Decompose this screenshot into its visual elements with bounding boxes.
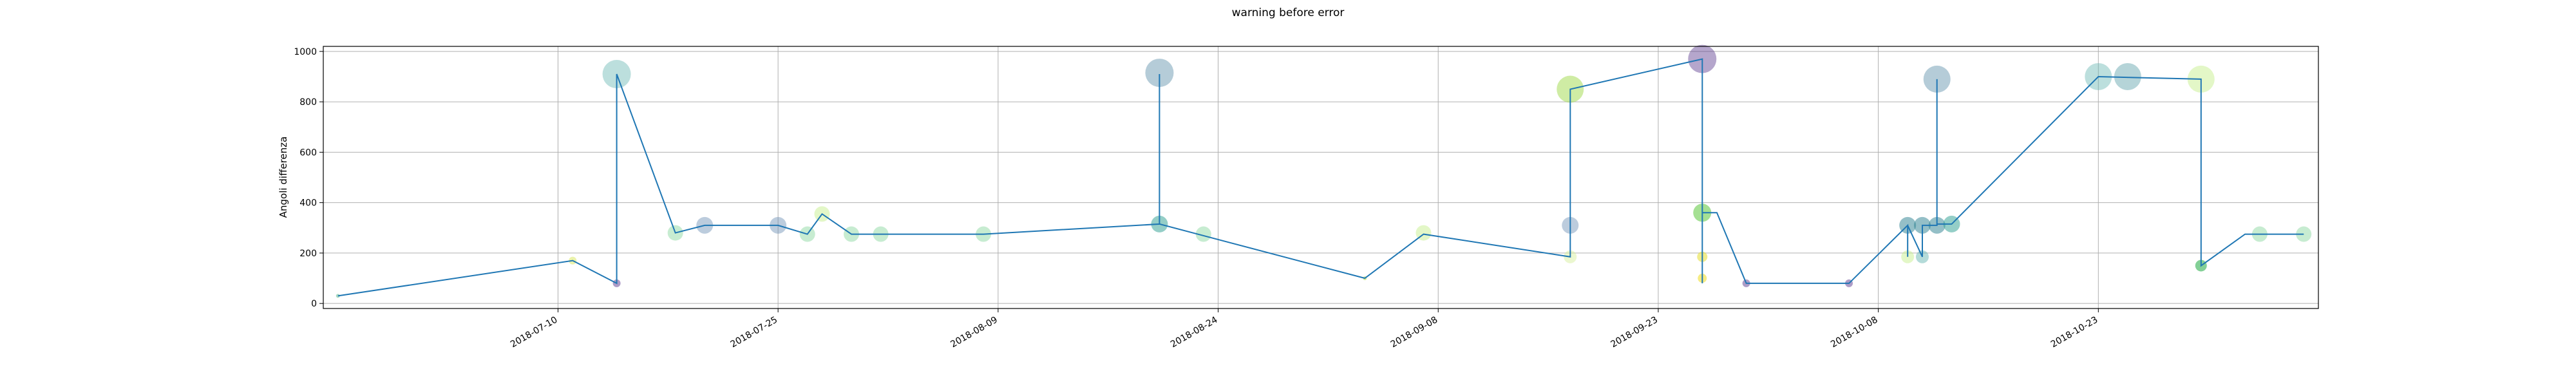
y-tick-label: 200 <box>299 249 317 259</box>
y-tick-label: 1000 <box>294 47 317 57</box>
y-tick-label: 800 <box>299 97 317 108</box>
x-tick-label: 2018-09-23 <box>1609 315 1659 350</box>
data-point-marker <box>2114 62 2141 90</box>
x-tick-label: 2018-10-08 <box>1829 315 1879 350</box>
x-tick-label: 2018-10-23 <box>2049 315 2099 350</box>
x-tick-label: 2018-08-24 <box>1169 315 1220 350</box>
series-line-layer <box>337 58 2304 297</box>
data-point-marker <box>1195 226 1211 242</box>
y-tick-label: 600 <box>299 147 317 158</box>
x-tick-label: 2018-07-10 <box>509 315 559 350</box>
y-tick-label: 400 <box>299 198 317 209</box>
y-axis-label: Angoli differenza <box>278 137 289 218</box>
chart-title: warning before error <box>1232 6 1345 19</box>
x-tick-label: 2018-09-08 <box>1389 315 1439 350</box>
marker-layer <box>336 44 2312 298</box>
data-point-marker <box>2296 226 2312 242</box>
y-axis-ticks: 0 200 400 600 800 1000 <box>294 47 323 309</box>
x-tick-label: 2018-08-09 <box>949 315 999 350</box>
plot-area-frame <box>323 46 2319 309</box>
data-point-marker <box>1923 65 1951 93</box>
x-tick-label: 2018-07-25 <box>729 315 779 350</box>
data-point-marker <box>1145 59 1174 88</box>
y-tick-label: 0 <box>311 299 317 309</box>
x-axis-ticks: 2018-07-10 2018-07-25 2018-08-09 2018-08-24… <box>509 308 2099 350</box>
grid <box>323 46 2318 308</box>
data-point-marker <box>336 294 340 298</box>
series-line <box>337 58 2304 297</box>
